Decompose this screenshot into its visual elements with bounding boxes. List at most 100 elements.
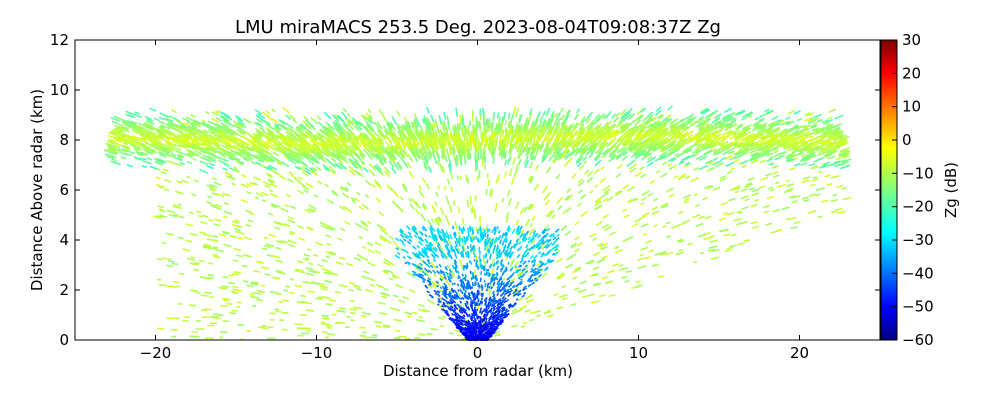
- radar-echo: [224, 171, 233, 177]
- radar-echo: [288, 158, 297, 165]
- radar-echo: [511, 228, 516, 235]
- radar-echo: [534, 117, 540, 127]
- radar-echo: [748, 134, 758, 141]
- radar-echo: [338, 162, 347, 170]
- radar-echo: [825, 118, 834, 124]
- radar-echo: [541, 241, 546, 245]
- radar-echo: [604, 149, 611, 156]
- radar-echo: [785, 137, 792, 142]
- radar-echo: [210, 315, 220, 318]
- radar-echo: [427, 219, 433, 228]
- radar-echo: [467, 125, 470, 134]
- radar-echo: [195, 291, 201, 294]
- radar-echo: [586, 111, 594, 120]
- radar-echo: [402, 160, 409, 169]
- radar-echo: [340, 185, 349, 193]
- radar-echo: [419, 147, 426, 157]
- radar-echo: [644, 256, 651, 260]
- radar-echo: [734, 136, 742, 142]
- radar-echo: [445, 239, 450, 246]
- radar-echo: [433, 239, 440, 247]
- radar-echo: [323, 271, 331, 275]
- radar-echo: [314, 133, 320, 139]
- radar-echo: [370, 145, 376, 151]
- radar-echo: [357, 165, 364, 171]
- radar-echo: [623, 214, 630, 219]
- radar-echo: [524, 135, 528, 141]
- radar-echo: [589, 272, 598, 277]
- radar-echo: [585, 259, 594, 265]
- radar-echo: [302, 151, 312, 159]
- radar-echo: [781, 141, 789, 146]
- radar-echo: [518, 113, 523, 123]
- radar-echo: [297, 225, 305, 230]
- radar-echo: [566, 124, 573, 133]
- radar-echo: [421, 226, 425, 232]
- radar-echo: [199, 231, 206, 235]
- radar-echo: [168, 121, 176, 126]
- radar-echo: [484, 136, 488, 146]
- radar-echo: [510, 114, 514, 123]
- radar-echo: [534, 164, 539, 171]
- radar-echo: [523, 118, 528, 127]
- radar-echo: [505, 141, 509, 149]
- radar-echo: [233, 168, 240, 173]
- radar-echo: [512, 243, 516, 249]
- radar-echo: [632, 141, 642, 149]
- radar-echo: [486, 233, 489, 240]
- radar-echo: [260, 191, 269, 197]
- radar-echo: [676, 139, 683, 144]
- radar-echo: [679, 135, 687, 141]
- radar-echo: [334, 119, 342, 128]
- radar-echo: [381, 292, 391, 297]
- radar-echo: [122, 144, 131, 149]
- radar-echo: [610, 137, 617, 144]
- radar-echo: [428, 151, 433, 157]
- radar-echo: [678, 248, 684, 252]
- radar-echo: [640, 173, 647, 179]
- radar-echo: [499, 251, 503, 258]
- radar-echo: [228, 274, 234, 277]
- radar-echo: [346, 148, 354, 155]
- radar-echo: [411, 227, 417, 234]
- radar-echo: [353, 284, 358, 288]
- radar-echo: [419, 124, 425, 134]
- radar-echo: [526, 122, 530, 128]
- radar-echo: [163, 188, 170, 192]
- radar-echo: [432, 228, 436, 232]
- radar-echo: [259, 140, 266, 146]
- radar-echo: [701, 108, 711, 115]
- radar-echo: [581, 147, 590, 156]
- radar-echo: [180, 141, 190, 147]
- radar-echo: [543, 144, 549, 152]
- radar-echo: [187, 133, 193, 138]
- radar-echo: [107, 134, 115, 139]
- radar-echo: [678, 139, 687, 146]
- radar-echo: [511, 259, 516, 265]
- radar-echo: [411, 225, 416, 231]
- radar-echo: [280, 161, 290, 167]
- radar-echo: [815, 187, 826, 191]
- radar-echo: [304, 167, 311, 172]
- radar-echo: [507, 227, 511, 233]
- radar-echo: [501, 232, 505, 239]
- radar-echo: [136, 152, 143, 157]
- radar-echo: [589, 189, 594, 194]
- radar-echo: [197, 141, 205, 147]
- radar-echo: [204, 134, 210, 139]
- radar-echo: [648, 113, 654, 119]
- radar-echo: [335, 261, 344, 266]
- radar-echo: [269, 131, 276, 136]
- radar-echo: [764, 125, 774, 132]
- radar-echo: [537, 133, 544, 143]
- radar-echo: [726, 246, 734, 250]
- radar-echo: [414, 201, 421, 209]
- radar-echo: [255, 134, 262, 139]
- radar-echo: [519, 123, 524, 132]
- radar-echo: [200, 130, 209, 136]
- radar-echo: [564, 230, 572, 237]
- radar-echo: [647, 126, 654, 132]
- radar-echo: [392, 294, 399, 298]
- radar-echo: [348, 160, 353, 165]
- radar-echo: [804, 112, 811, 116]
